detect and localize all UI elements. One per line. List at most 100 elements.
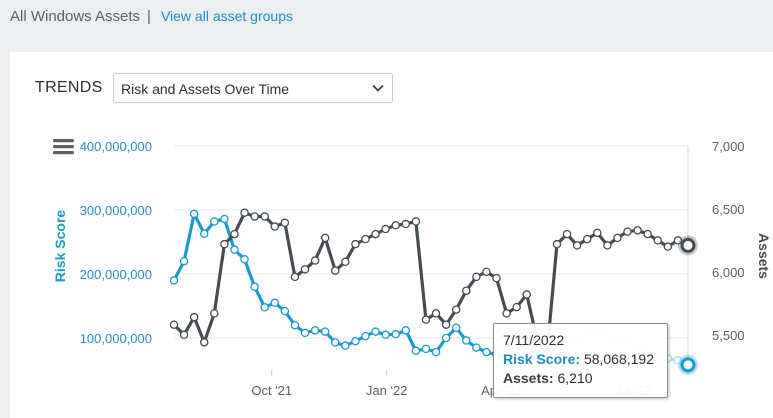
tooltip-assets-label: Assets:: [503, 370, 554, 386]
trends-label: TRENDS: [35, 79, 103, 96]
data-point[interactable]: [431, 309, 441, 318]
data-point[interactable]: [280, 306, 290, 316]
data-point-highlighted[interactable]: [680, 357, 696, 373]
data-point[interactable]: [331, 266, 340, 275]
data-point[interactable]: [623, 227, 632, 236]
series-line: [172, 212, 538, 361]
chart-tooltip: 7/11/2022 Risk Score: 58,068,192 Assets:…: [493, 323, 668, 398]
data-point[interactable]: [220, 239, 229, 249]
data-point[interactable]: [310, 326, 320, 335]
data-point[interactable]: [502, 309, 511, 318]
trend-type-select[interactable]: Risk and Assets Over Time: [113, 73, 393, 103]
data-point[interactable]: [391, 221, 400, 230]
data-point[interactable]: [199, 229, 209, 238]
data-point[interactable]: [411, 217, 421, 226]
data-point[interactable]: [381, 330, 390, 340]
data-point[interactable]: [472, 343, 481, 352]
data-point[interactable]: [320, 233, 330, 243]
data-point[interactable]: [169, 320, 179, 329]
view-all-asset-groups-link[interactable]: View all asset groups: [160, 8, 293, 24]
data-point[interactable]: [593, 228, 602, 238]
data-point[interactable]: [300, 328, 310, 338]
right-tick-label: 5,500: [712, 328, 745, 343]
data-point[interactable]: [673, 356, 683, 365]
data-point[interactable]: [653, 236, 663, 245]
data-point[interactable]: [441, 333, 451, 343]
right-tick-label: 6,500: [712, 202, 745, 217]
data-point[interactable]: [351, 336, 360, 346]
data-point[interactable]: [371, 229, 380, 239]
data-point[interactable]: [522, 290, 531, 299]
data-point[interactable]: [179, 256, 189, 266]
data-point[interactable]: [451, 323, 461, 333]
data-point[interactable]: [210, 309, 219, 318]
data-point[interactable]: [512, 302, 521, 312]
left-tick-label: 400,000,000: [80, 139, 152, 154]
data-point[interactable]: [391, 329, 400, 339]
data-point[interactable]: [381, 224, 390, 234]
data-point[interactable]: [189, 209, 199, 219]
data-point-highlighted[interactable]: [680, 237, 696, 253]
left-tick-label: 100,000,000: [80, 331, 152, 346]
data-point[interactable]: [663, 242, 673, 251]
data-point[interactable]: [220, 214, 229, 224]
data-point[interactable]: [562, 229, 572, 239]
data-point[interactable]: [290, 320, 300, 330]
data-point[interactable]: [582, 234, 592, 244]
data-point[interactable]: [441, 320, 451, 329]
data-point[interactable]: [401, 326, 411, 335]
data-point[interactable]: [482, 347, 491, 357]
data-point[interactable]: [300, 265, 310, 274]
data-point[interactable]: [169, 276, 179, 285]
data-point[interactable]: [673, 236, 683, 245]
data-point[interactable]: [462, 336, 471, 345]
data-point[interactable]: [260, 303, 269, 312]
data-point[interactable]: [189, 312, 199, 322]
data-point[interactable]: [260, 212, 269, 221]
data-point[interactable]: [492, 273, 501, 283]
data-point[interactable]: [179, 330, 189, 340]
data-point[interactable]: [210, 217, 219, 226]
data-point[interactable]: [290, 272, 300, 282]
data-point[interactable]: [613, 233, 622, 243]
data-point[interactable]: [240, 208, 249, 217]
data-point[interactable]: [240, 255, 249, 264]
right-axis-label: Assets: [756, 233, 772, 279]
data-point[interactable]: [482, 267, 491, 277]
data-point[interactable]: [199, 338, 209, 347]
data-point[interactable]: [472, 272, 481, 282]
data-point[interactable]: [421, 344, 431, 354]
data-point[interactable]: [421, 315, 431, 324]
data-point[interactable]: [351, 239, 360, 249]
data-point[interactable]: [361, 234, 370, 244]
data-point[interactable]: [371, 327, 380, 336]
data-point[interactable]: [250, 212, 259, 221]
data-point[interactable]: [462, 286, 471, 295]
data-point[interactable]: [270, 298, 280, 308]
data-point[interactable]: [320, 327, 330, 336]
data-point[interactable]: [341, 341, 350, 350]
tooltip-risk-row: Risk Score: 58,068,192: [503, 350, 658, 369]
data-point[interactable]: [341, 257, 350, 267]
data-point[interactable]: [310, 256, 320, 265]
data-point[interactable]: [411, 346, 421, 356]
x-tick-label: Oct '21: [251, 383, 292, 398]
data-point[interactable]: [552, 239, 562, 249]
data-point[interactable]: [361, 331, 370, 341]
data-point[interactable]: [401, 219, 411, 229]
data-point[interactable]: [250, 282, 259, 292]
data-point[interactable]: [572, 241, 582, 250]
chart-menu-icon[interactable]: [53, 139, 74, 155]
data-point[interactable]: [230, 229, 239, 239]
tooltip-assets-value: 6,210: [557, 370, 593, 386]
data-point[interactable]: [643, 229, 652, 239]
data-point[interactable]: [270, 222, 280, 231]
tooltip-risk-label: Risk Score:: [503, 351, 581, 367]
data-point[interactable]: [431, 347, 441, 357]
data-point[interactable]: [451, 305, 461, 314]
data-point[interactable]: [331, 338, 340, 347]
data-point[interactable]: [603, 241, 612, 250]
data-point[interactable]: [280, 218, 290, 228]
data-point[interactable]: [230, 245, 239, 254]
data-point[interactable]: [633, 226, 642, 235]
